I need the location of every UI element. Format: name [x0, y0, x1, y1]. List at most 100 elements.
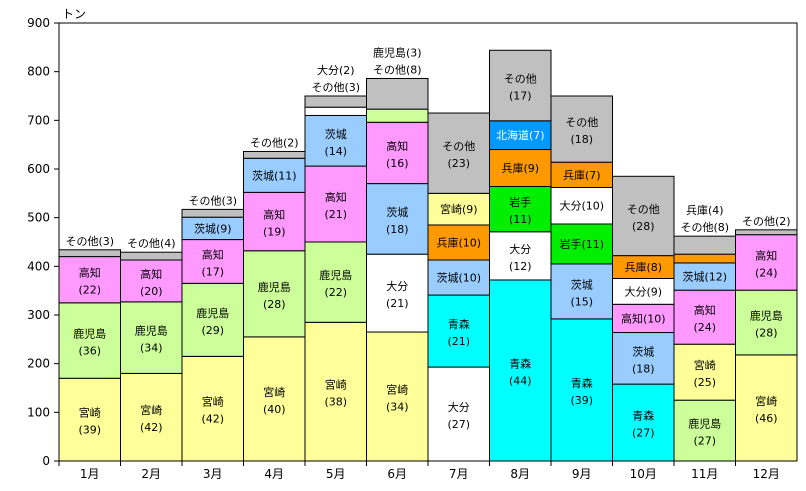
segment-label: 青森 — [448, 317, 470, 331]
bar-stack: 宮崎 (38) 鹿児島 (22) 高知 (21) 茨城 (14) その他(3) 大分(2) — [304, 63, 367, 462]
segment-label: 宮崎 — [694, 358, 716, 372]
segment-percent-label: (19) — [263, 226, 286, 239]
segment-label: 鹿児島 — [73, 327, 106, 341]
bar-segment — [181, 282, 244, 357]
x-tick-label: 6月 — [387, 467, 407, 481]
bar-stack: 宮崎 (40) 鹿児島 (28) 高知 (19) 茨城(11) その他(2) — [243, 136, 306, 462]
segment-label: 茨城 — [632, 344, 654, 358]
x-tick-label: 8月 — [510, 467, 530, 481]
bar-segment — [58, 302, 121, 379]
segment-label: 高知 — [79, 266, 101, 280]
segment-percent-label: (27) — [693, 435, 716, 448]
bar-segment — [735, 289, 798, 356]
bar-stack: 青森 (27) 茨城 (18) 高知(10) 大分(9) 兵庫(8) その他 (28) — [612, 175, 675, 462]
segment-percent-label: (25) — [693, 376, 716, 389]
bar-segment — [58, 249, 121, 258]
bar-segment — [489, 49, 552, 122]
y-tick-label: 400 — [27, 259, 50, 273]
segment-label: 青森 — [571, 376, 593, 390]
bar-segment — [427, 294, 490, 368]
x-tick-label: 5月 — [326, 467, 346, 481]
segment-percent-label: (34) — [140, 342, 163, 355]
segment-label: 宮崎 — [140, 403, 162, 417]
segment-label: その他 — [504, 73, 537, 86]
segment-label: 鹿児島 — [750, 309, 783, 323]
segment-external-label: 鹿児島(3) — [373, 45, 422, 59]
segment-label: 茨城(12) — [682, 270, 727, 284]
y-tick-label: 700 — [27, 113, 50, 127]
segment-external-label: その他(3) — [311, 81, 360, 94]
y-tick-label: 100 — [27, 405, 50, 419]
y-tick-label: 500 — [27, 211, 50, 225]
segment-label: 宮崎 — [202, 395, 224, 409]
bar-segment — [304, 106, 367, 116]
segment-external-label: その他(8) — [680, 221, 729, 234]
segment-label: 大分(10) — [559, 199, 604, 213]
bar-stack: 鹿児島 (27) 宮崎 (25) 高知 (24) 茨城(12) その他(8) 兵庫(4) — [673, 203, 736, 462]
bar-segment — [735, 234, 798, 291]
segment-label: 鹿児島 — [319, 268, 352, 282]
x-tick-label: 3月 — [203, 467, 223, 481]
segment-percent-label: (23) — [447, 157, 470, 170]
segment-percent-label: (17) — [201, 265, 224, 278]
segment-percent-label: (11) — [509, 213, 532, 226]
segment-percent-label: (44) — [509, 374, 532, 387]
bar-segment — [673, 235, 736, 255]
y-tick-label: 600 — [27, 162, 50, 176]
bar-segment — [304, 165, 367, 243]
y-axis-unit-label: トン — [62, 7, 86, 21]
bar-segment — [673, 399, 736, 462]
bar-stack: 宮崎 (42) 鹿児島 (34) 高知 (20) その他(4) — [120, 237, 183, 462]
segment-label: 大分 — [509, 242, 531, 256]
segment-label: 高知 — [263, 208, 285, 222]
segment-percent-label: (46) — [755, 412, 778, 425]
segment-percent-label: (15) — [570, 295, 593, 308]
segment-external-label: その他(4) — [127, 237, 176, 250]
bar-segment — [489, 231, 552, 281]
segment-percent-label: (42) — [201, 413, 224, 426]
segment-percent-label: (36) — [78, 345, 101, 358]
bar-segment — [243, 157, 306, 193]
segment-label: 青森 — [509, 356, 531, 370]
segment-label: 茨城 — [386, 205, 408, 219]
x-tick-label: 12月 — [753, 467, 780, 481]
bar-segment — [243, 150, 306, 159]
bar-segment — [181, 239, 244, 284]
x-tick-label: 7月 — [449, 467, 469, 481]
bar-segment — [550, 95, 613, 163]
x-tick-label: 1月 — [80, 467, 100, 481]
segment-label: 宮崎 — [386, 383, 408, 397]
segment-external-label: 大分(2) — [317, 63, 355, 77]
bar-stack: 青森 (44) 大分 (12) 岩手 (11) 兵庫(9) 北海道(7) その他 (17) — [489, 49, 552, 462]
segment-label: 大分 — [386, 279, 408, 293]
segment-label: 高知 — [694, 303, 716, 317]
segment-percent-label: (21) — [386, 297, 409, 310]
x-tick-label: 2月 — [141, 467, 161, 481]
bar-segment — [304, 95, 367, 108]
segment-percent-label: (21) — [447, 335, 470, 348]
segment-percent-label: (22) — [78, 284, 101, 297]
bar-segment — [550, 263, 613, 320]
bar-segment — [304, 321, 367, 462]
segment-percent-label: (27) — [632, 427, 655, 440]
segment-label: 岩手 — [509, 195, 531, 209]
bar-segment — [550, 161, 613, 188]
segment-percent-label: (16) — [386, 157, 409, 170]
bar-stack: 宮崎 (34) 大分 (21) 茨城 (18) 高知 (16) その他(8) 鹿児島(3) — [366, 45, 429, 462]
segment-label: 兵庫(7) — [563, 168, 601, 182]
segment-label: 高知(10) — [621, 311, 666, 325]
bar-segment — [304, 241, 367, 323]
segment-label: 大分 — [448, 400, 470, 414]
bar-segment — [243, 191, 306, 252]
segment-label: 高知 — [325, 190, 347, 204]
segment-percent-label: (18) — [570, 133, 593, 146]
segment-percent-label: (29) — [201, 324, 224, 337]
segment-label: 鹿児島 — [196, 306, 229, 320]
bar-segment — [120, 372, 183, 462]
bar-segment — [366, 331, 429, 462]
segment-percent-label: (12) — [509, 260, 532, 273]
x-tick-label: 4月 — [264, 467, 284, 481]
bar-segment — [427, 192, 490, 226]
segment-label: 宮崎 — [755, 394, 777, 408]
segment-label: その他 — [627, 203, 660, 216]
